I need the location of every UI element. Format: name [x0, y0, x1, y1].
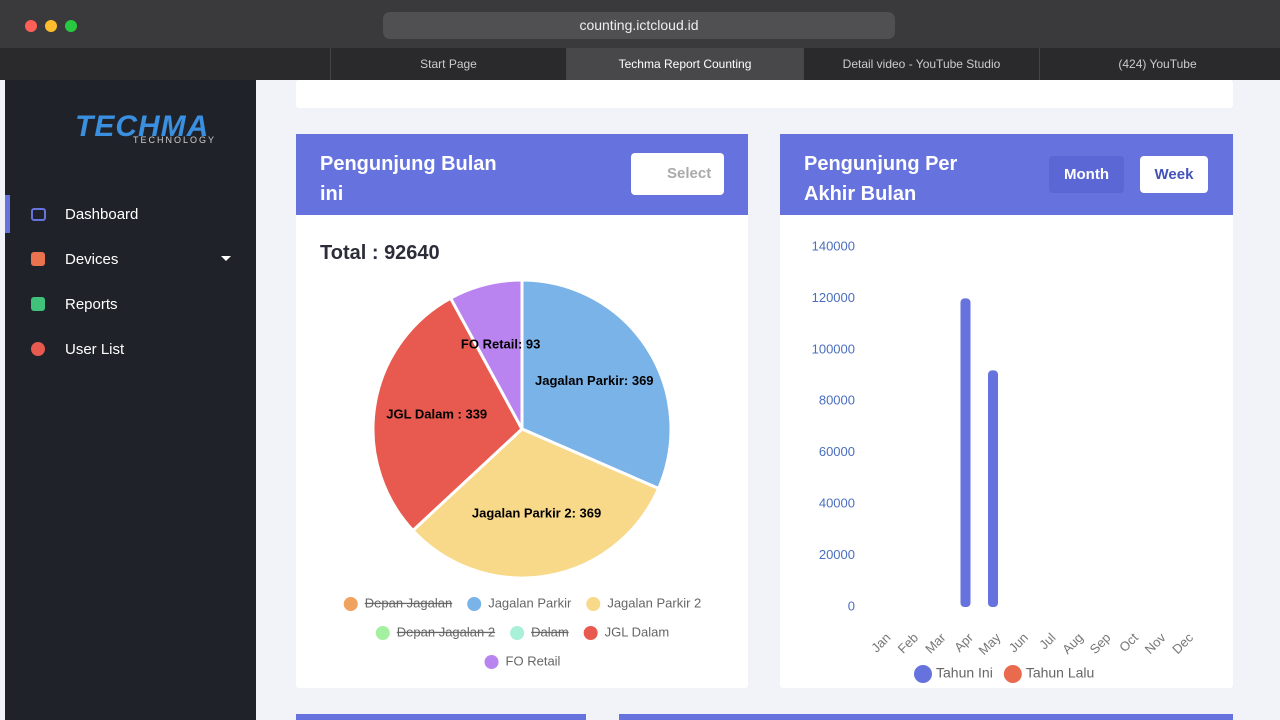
card-title: Pengunjung Bulan ini [320, 153, 497, 205]
card-title: Pengunjung Per Akhir Bulan [804, 153, 958, 205]
card-header: Pengunjung Bulan ini Select [296, 134, 748, 215]
week-button[interactable]: Week [1140, 156, 1208, 193]
x-tick-label: May [976, 630, 1004, 658]
x-tick-label: Apr [951, 629, 976, 654]
menu-item[interactable]: Reports [65, 296, 118, 313]
active-indicator [5, 195, 10, 233]
tab[interactable]: Techma Report Counting [566, 48, 803, 80]
tab-bar: Start Page Techma Report Counting Detail… [0, 48, 1280, 80]
legend-swatch [583, 626, 598, 640]
toolbar: counting.ictcloud.id [0, 0, 1280, 48]
card-edge [619, 714, 1233, 720]
legend-label: FO Retail [506, 653, 561, 668]
month-button[interactable]: Month [1049, 156, 1124, 193]
x-tick-label: Aug [1059, 630, 1086, 657]
pie-slice [410, 427, 661, 580]
legend-swatch [586, 597, 601, 611]
y-tick-label: 40000 [819, 496, 855, 511]
pie-slice [520, 278, 673, 491]
card: Pengunjung Per Akhir Bulan Month Week [780, 134, 1233, 688]
x-tick-label: Dec [1169, 630, 1196, 657]
x-tick-label: Sep [1087, 630, 1114, 657]
legend-swatch [343, 597, 358, 611]
minimize[interactable] [45, 20, 57, 32]
y-tick-label: 20000 [819, 547, 855, 562]
zoom[interactable] [65, 20, 77, 32]
y-tick-label: 140000 [812, 238, 855, 253]
icon [31, 297, 45, 311]
card-edge [296, 714, 586, 720]
icon [31, 342, 45, 356]
y-tick-label: 0 [848, 598, 855, 613]
pie-slice [371, 296, 524, 533]
card [296, 80, 1233, 108]
y-tick-label: 100000 [812, 341, 855, 356]
date-select[interactable]: Select [631, 153, 724, 195]
legend-swatch [484, 655, 499, 669]
sidebar: TECHMA TECHNOLOGY Dashboard Devices Repo… [5, 80, 256, 720]
card-header: Pengunjung Per Akhir Bulan Month Week [780, 134, 1233, 215]
x-tick-label: Oct [1116, 630, 1141, 655]
tab[interactable]: (424) YouTube [1039, 48, 1275, 80]
pie-slice [448, 278, 524, 430]
y-tick-label: 60000 [819, 444, 855, 459]
legend-label: Depan Jagalan [365, 595, 452, 610]
legend-label: Depan Jagalan 2 [397, 624, 495, 639]
data-label: JGL Dalam : 339 [386, 407, 487, 422]
menu-item[interactable]: Devices [65, 251, 119, 268]
data-label: Jagalan Parkir: 369 [535, 373, 654, 388]
x-tick-label: Jul [1036, 630, 1058, 652]
x-tick-label: Mar [922, 629, 949, 656]
icon [31, 252, 45, 266]
legend-label: Tahun Ini [936, 665, 993, 681]
legend-label: Tahun Lalu [1026, 665, 1095, 681]
menu-item[interactable]: User List [65, 341, 125, 358]
caret [221, 256, 231, 261]
legend-swatch [510, 626, 525, 640]
data-label: FO Retail: 93 [461, 337, 540, 352]
logo: TECHMA [75, 110, 210, 143]
address-bar[interactable]: counting.ictcloud.id [383, 12, 895, 39]
legend-swatch [1003, 665, 1022, 683]
close[interactable] [25, 20, 37, 32]
tab[interactable]: Detail video - YouTube Studio [803, 48, 1039, 80]
x-tick-label: Jun [1006, 630, 1031, 655]
legend-label: Dalam [531, 624, 569, 639]
x-tick-label: Jan [868, 630, 893, 655]
menu-item[interactable]: Dashboard [65, 206, 139, 223]
bar [960, 298, 971, 607]
legend-swatch [914, 665, 932, 683]
legend-label: Jagalan Parkir [488, 595, 572, 610]
bar [988, 370, 998, 607]
legend-swatch [467, 597, 482, 611]
y-tick-label: 120000 [812, 290, 855, 305]
data-label: Jagalan Parkir 2: 369 [472, 506, 601, 521]
x-tick-label: Feb [895, 630, 921, 656]
legend-swatch [375, 626, 390, 640]
total: Total : 92640 [320, 242, 440, 264]
legend-label: JGL Dalam [605, 624, 670, 639]
tab[interactable]: Start Page [330, 48, 566, 80]
y-tick-label: 80000 [819, 393, 855, 408]
legend-label: Jagalan Parkir 2 [607, 595, 701, 610]
icon [31, 208, 46, 221]
x-tick-label: Nov [1142, 630, 1169, 657]
logo-sub: TECHNOLOGY [133, 135, 217, 145]
